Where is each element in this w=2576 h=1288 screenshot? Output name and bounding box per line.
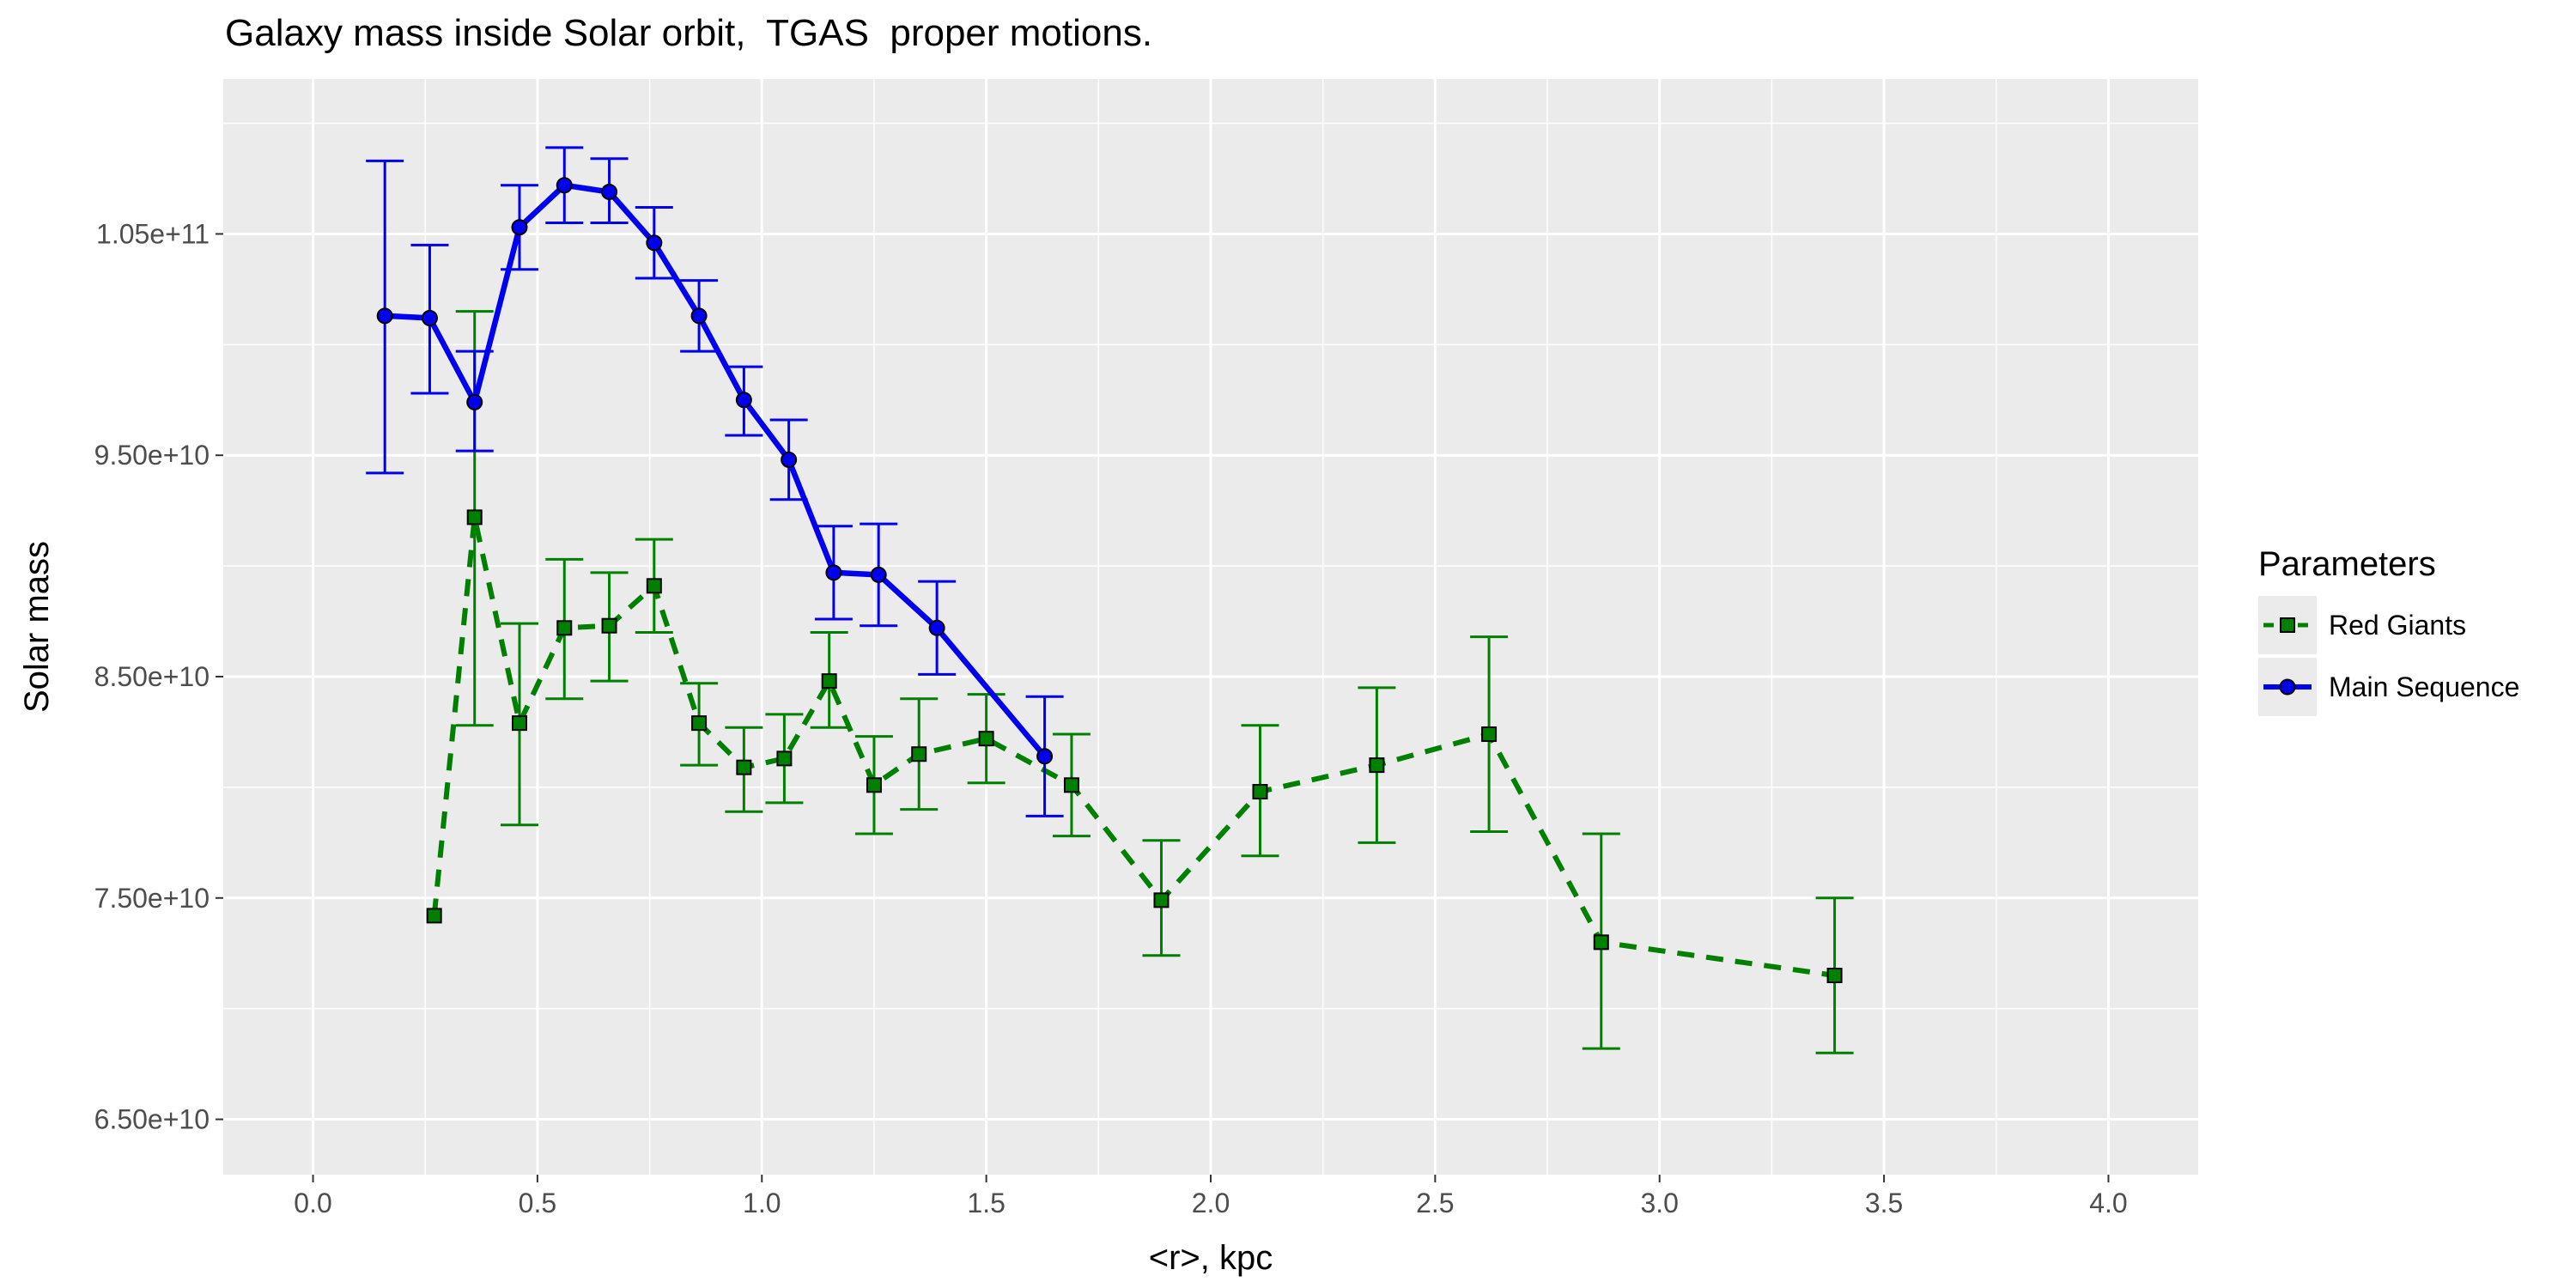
data-point bbox=[735, 392, 752, 409]
x-tick-label: 2.0 bbox=[1192, 1188, 1230, 1218]
data-point bbox=[1063, 777, 1079, 793]
x-tick-label: 1.0 bbox=[743, 1188, 781, 1218]
data-point bbox=[556, 177, 573, 194]
data-point bbox=[1826, 968, 1843, 983]
y-tick-label: 1.05e+11 bbox=[96, 218, 210, 249]
y-axis-title: Solar mass bbox=[18, 541, 56, 713]
x-axis-title: <r>, kpc bbox=[1149, 1239, 1273, 1277]
legend-key-marker bbox=[2279, 678, 2296, 696]
series-red-giants bbox=[426, 310, 1854, 1054]
y-tick-label: 9.50e+10 bbox=[94, 440, 210, 471]
data-point bbox=[825, 564, 842, 581]
legend-item: Red Giants bbox=[2258, 596, 2466, 654]
x-tick-label: 0.0 bbox=[294, 1188, 331, 1218]
data-point bbox=[821, 673, 837, 690]
data-point bbox=[1593, 934, 1609, 951]
data-point bbox=[601, 183, 618, 200]
data-point bbox=[646, 234, 663, 252]
data-point bbox=[866, 777, 882, 793]
chart-title: Galaxy mass inside Solar orbit, TGAS pro… bbox=[225, 12, 1153, 54]
x-tick-label: 4.0 bbox=[2089, 1188, 2127, 1218]
data-point bbox=[690, 307, 708, 325]
data-point bbox=[1481, 726, 1498, 743]
data-point bbox=[601, 617, 617, 634]
data-point bbox=[978, 731, 994, 747]
y-axis: 6.50e+10 7.50e+10 8.50e+10 9.50e+10 1.05e+11 bbox=[94, 218, 223, 1135]
x-tick-label: 2.5 bbox=[1416, 1188, 1454, 1218]
data-point bbox=[1369, 757, 1385, 774]
data-point bbox=[781, 451, 798, 468]
legend-title: Parameters bbox=[2258, 545, 2436, 583]
data-point bbox=[870, 566, 887, 583]
data-point bbox=[928, 619, 945, 636]
data-point bbox=[376, 307, 393, 325]
legend-label: Main Sequence bbox=[2329, 671, 2519, 702]
data-point bbox=[911, 746, 927, 762]
legend-label: Red Giants bbox=[2329, 610, 2466, 641]
data-point bbox=[646, 578, 662, 594]
data-point bbox=[512, 715, 527, 732]
data-point bbox=[511, 219, 528, 236]
y-tick-label: 6.50e+10 bbox=[94, 1104, 210, 1135]
y-tick-label: 7.50e+10 bbox=[94, 883, 210, 914]
x-tick-label: 0.5 bbox=[519, 1188, 556, 1218]
x-tick-label: 1.5 bbox=[967, 1188, 1005, 1218]
legend-item: Main Sequence bbox=[2258, 658, 2519, 716]
x-tick-label: 3.0 bbox=[1640, 1188, 1678, 1218]
data-point bbox=[426, 908, 442, 924]
data-point bbox=[466, 509, 483, 526]
series-layer bbox=[366, 146, 1854, 1054]
data-point bbox=[736, 759, 752, 775]
major-gridlines bbox=[223, 79, 2198, 1175]
data-point bbox=[421, 309, 438, 326]
x-axis: 0.0 0.5 1.0 1.5 2.0 2.5 3.0 3.5 4.0 bbox=[294, 1175, 2128, 1218]
data-point bbox=[1252, 784, 1268, 800]
legend: Parameters Red Giants Main Sequence bbox=[2258, 545, 2519, 716]
data-point bbox=[466, 393, 483, 410]
legend-key-marker bbox=[2280, 617, 2295, 633]
data-point bbox=[1036, 748, 1054, 765]
data-point bbox=[1153, 892, 1170, 908]
x-tick-label: 3.5 bbox=[1865, 1188, 1903, 1218]
data-point bbox=[691, 715, 708, 732]
data-point bbox=[556, 620, 573, 636]
series-main-sequence bbox=[366, 146, 1064, 817]
data-point bbox=[776, 750, 793, 767]
y-tick-label: 8.50e+10 bbox=[94, 661, 210, 692]
